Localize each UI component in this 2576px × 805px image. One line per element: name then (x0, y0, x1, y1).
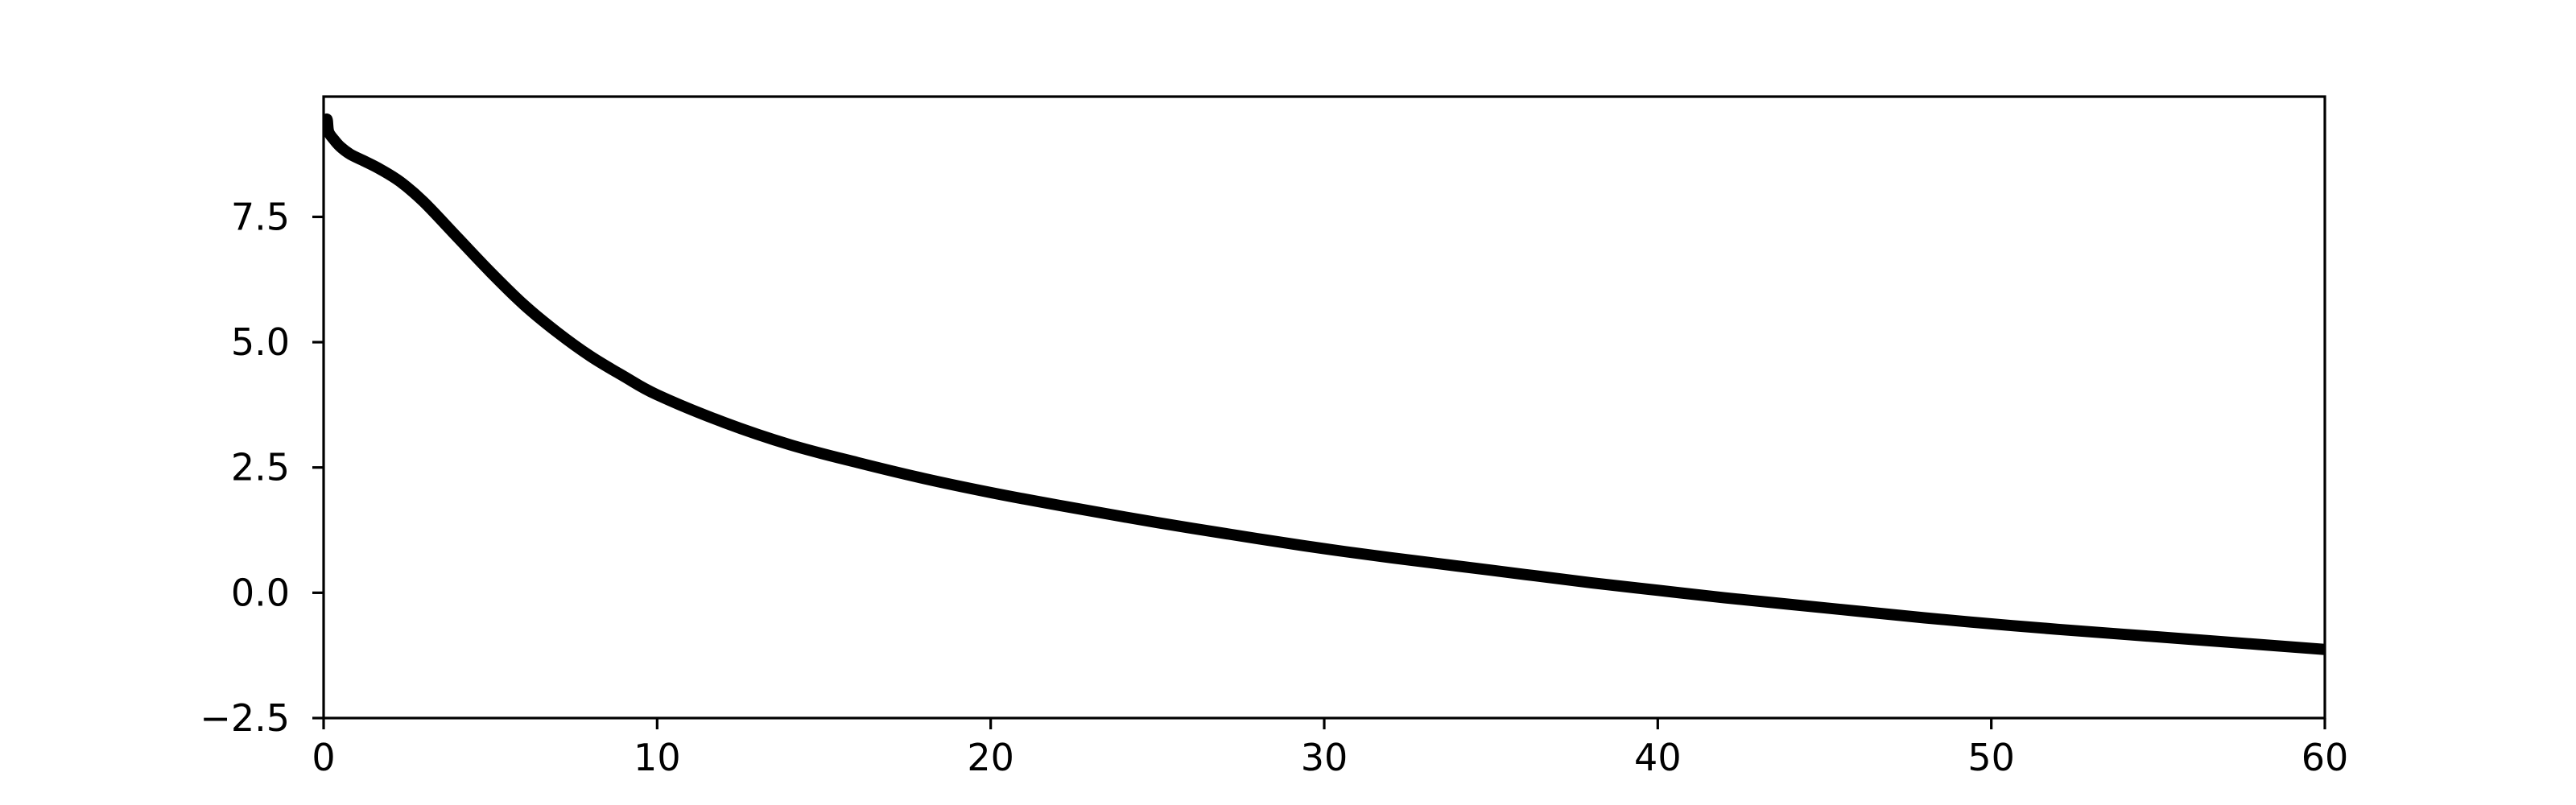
x-tick-label: 60 (2301, 736, 2349, 779)
x-tick-label: 10 (634, 736, 681, 779)
x-tick-label: 30 (1301, 736, 1348, 779)
y-tick-label: 5.0 (231, 320, 290, 364)
x-axis: 0 10 20 30 40 50 60 (312, 718, 2348, 779)
y-tick-label: −2.5 (200, 696, 290, 740)
x-tick-label: 50 (1967, 736, 2015, 779)
x-tick-label: 0 (312, 736, 335, 779)
series-layer (324, 114, 2325, 655)
x-tick-label: 40 (1634, 736, 1682, 779)
y-axis: −2.5 0.0 2.5 5.0 7.5 (200, 195, 324, 740)
y-tick-label: 2.5 (231, 446, 290, 489)
series-line-0 (324, 114, 2325, 655)
x-tick-label: 20 (967, 736, 1014, 779)
y-tick-label: 0.0 (231, 571, 290, 614)
y-tick-label: 7.5 (231, 195, 290, 238)
